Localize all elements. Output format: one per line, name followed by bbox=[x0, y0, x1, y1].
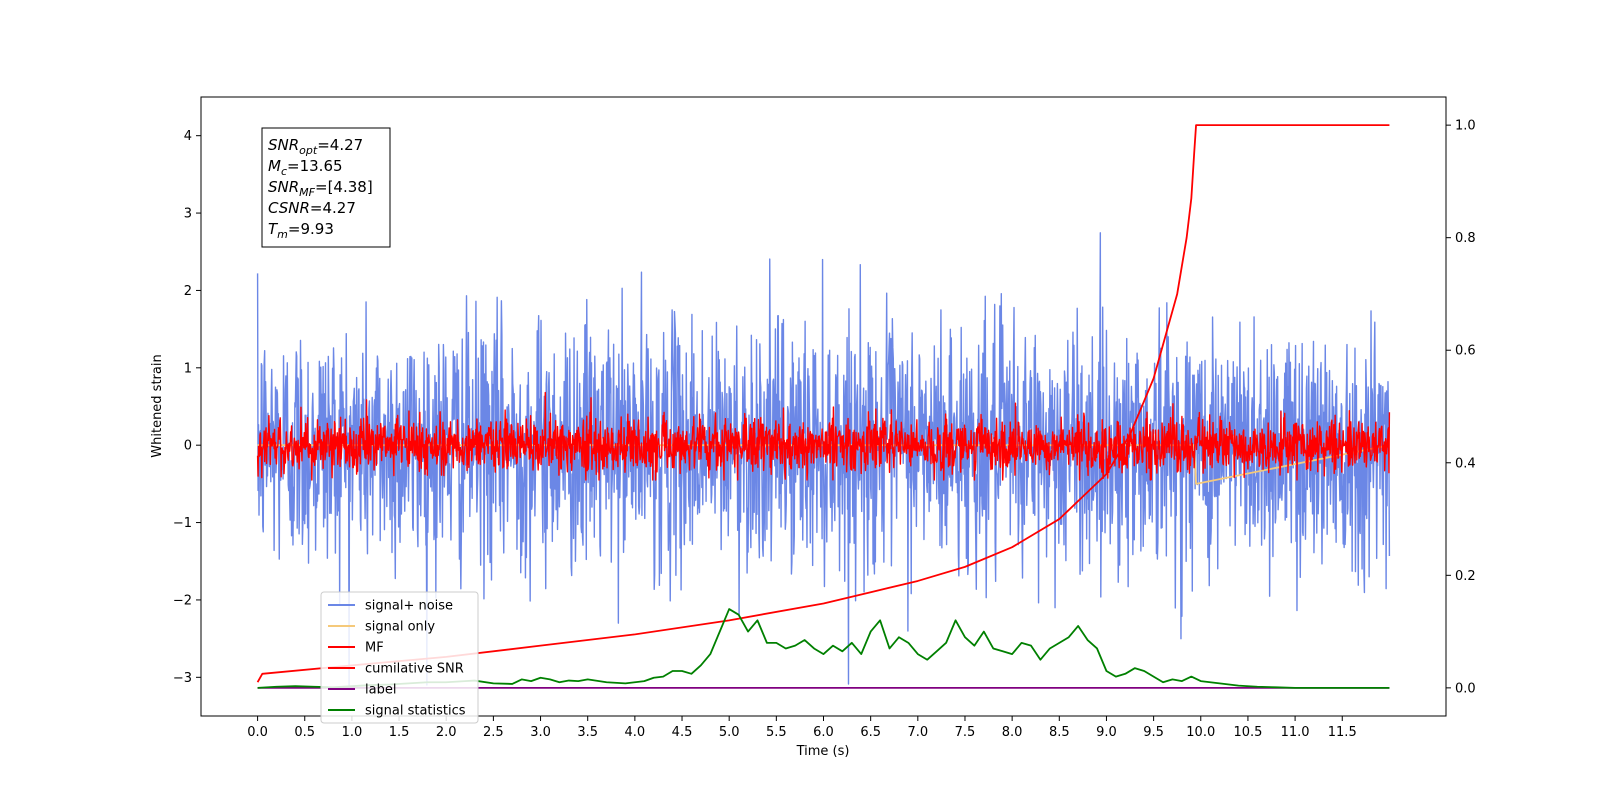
series-cumilative-snr-line bbox=[256, 124, 1390, 683]
legend-label-signal-only: signal only bbox=[365, 620, 435, 635]
x-axis-label: Time (s) bbox=[796, 744, 850, 759]
x-tick-label: 11.5 bbox=[1328, 725, 1357, 740]
series-signal-noise-line bbox=[256, 232, 1391, 686]
x-tick-label: 5.5 bbox=[766, 725, 787, 740]
x-tick-label: 2.5 bbox=[483, 725, 504, 740]
legend-label-signal-statistics: signal statistics bbox=[365, 704, 466, 719]
x-tick-label: 2.0 bbox=[436, 725, 457, 740]
x-tick-label: 9.0 bbox=[1096, 725, 1117, 740]
legend-label-label: label bbox=[365, 683, 396, 698]
x-tick-label: 8.5 bbox=[1049, 725, 1070, 740]
info-box-frame bbox=[261, 127, 391, 248]
y-axis-left: −3 −2 −1 0 1 2 3 4 bbox=[173, 129, 201, 686]
x-tick-label: 4.0 bbox=[625, 725, 646, 740]
x-tick-label: 0.0 bbox=[247, 725, 268, 740]
y-left-tick-label: 2 bbox=[184, 284, 192, 299]
x-tick-label: 6.0 bbox=[813, 725, 834, 740]
info-box-line: SNRopt=4.27 bbox=[268, 136, 363, 157]
x-tick-label: 1.5 bbox=[389, 725, 410, 740]
series-mf-line bbox=[256, 391, 1391, 481]
y-right-tick-label: 0.0 bbox=[1455, 681, 1476, 696]
x-tick-label: 4.5 bbox=[672, 725, 693, 740]
x-tick-label: 10.5 bbox=[1233, 725, 1262, 740]
legend-label-signal-noise: signal+ noise bbox=[365, 599, 453, 614]
info-box-line: SNRMF=[4.38] bbox=[268, 178, 373, 199]
legend-label-cumilative-snr: cumilative SNR bbox=[365, 662, 464, 677]
legend-frame bbox=[320, 591, 479, 724]
y-right-tick-label: 0.8 bbox=[1455, 231, 1476, 246]
y-left-tick-label: 1 bbox=[184, 361, 192, 376]
x-tick-label: 7.5 bbox=[955, 725, 976, 740]
x-tick-label: 10.0 bbox=[1186, 725, 1215, 740]
info-box-line: CSNR=4.27 bbox=[268, 199, 356, 217]
x-tick-label: 9.5 bbox=[1143, 725, 1164, 740]
y-left-tick-label: −1 bbox=[173, 516, 192, 531]
info-box-line: Tm=9.93 bbox=[268, 220, 334, 241]
x-tick-label: 6.5 bbox=[860, 725, 881, 740]
x-tick-label: 11.0 bbox=[1281, 725, 1310, 740]
x-tick-label: 3.0 bbox=[530, 725, 551, 740]
x-tick-label: 8.0 bbox=[1002, 725, 1023, 740]
y-left-tick-label: 3 bbox=[184, 207, 192, 222]
x-tick-label: 1.0 bbox=[342, 725, 363, 740]
y-axis-right: 0.0 0.2 0.4 0.6 0.8 1.0 bbox=[1446, 119, 1476, 696]
x-tick-label: 3.5 bbox=[577, 725, 598, 740]
legend-label-mf: MF bbox=[365, 641, 384, 656]
y-right-tick-label: 0.6 bbox=[1455, 344, 1476, 359]
x-tick-label: 0.5 bbox=[294, 725, 315, 740]
y-right-tick-label: 0.4 bbox=[1455, 456, 1476, 471]
x-tick-label: 5.0 bbox=[719, 725, 740, 740]
y-left-tick-label: −3 bbox=[173, 671, 192, 686]
y-left-tick-label: 4 bbox=[184, 129, 192, 144]
x-tick-label: 7.0 bbox=[907, 725, 928, 740]
y-right-tick-label: 1.0 bbox=[1455, 119, 1476, 134]
legend: signal+ noise signal only MF cumilative SNR… bbox=[320, 591, 479, 724]
y-left-tick-label: −2 bbox=[173, 593, 192, 608]
plot-series bbox=[256, 124, 1391, 689]
y-right-tick-label: 0.2 bbox=[1455, 569, 1476, 584]
info-box-line: Mc=13.65 bbox=[268, 157, 343, 178]
y-left-tick-label: 0 bbox=[184, 439, 192, 454]
y-axis-label: Whitened strain bbox=[150, 354, 165, 457]
x-axis: 0.0 0.5 1.0 1.5 2.0 2.5 3.0 3.5 4.0 4.5 5.0 5.5 6.0 6… bbox=[247, 716, 1357, 740]
series-signal-statistics-line bbox=[257, 608, 1390, 689]
info-box: SNRopt=4.27Mc=13.65SNRMF=[4.38]CSNR=4.27… bbox=[261, 127, 391, 248]
